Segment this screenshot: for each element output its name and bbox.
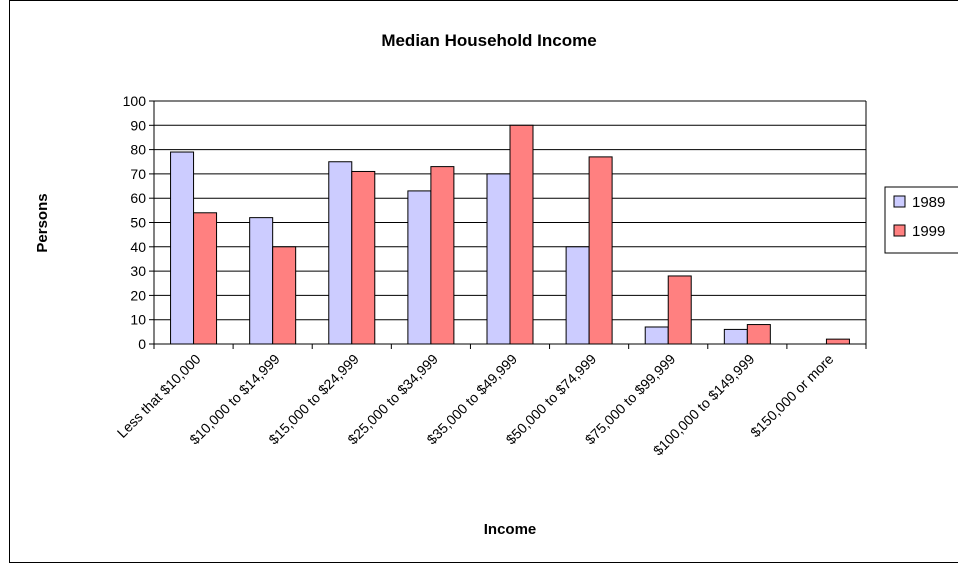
x-tick-labels: Less that $10,000$10,000 to $14,999$15,0… bbox=[114, 351, 837, 459]
bar-1999 bbox=[746, 324, 771, 345]
bar-1989 bbox=[328, 161, 353, 345]
y-tick-label: 60 bbox=[130, 190, 146, 206]
bar-1999 bbox=[667, 275, 692, 345]
y-tick-label: 100 bbox=[123, 93, 147, 109]
y-tick-label: 0 bbox=[138, 336, 146, 352]
bar-1989 bbox=[170, 151, 195, 345]
bar-1999 bbox=[430, 166, 455, 345]
y-tick-label: 30 bbox=[130, 263, 146, 279]
legend-label-1989: 1989 bbox=[912, 194, 945, 211]
bar-1999 bbox=[588, 156, 613, 345]
bar-1989 bbox=[723, 328, 748, 345]
bar-1989 bbox=[486, 173, 511, 345]
y-tick-label: 20 bbox=[130, 287, 146, 303]
y-tick-labels: 0 10 20 30 40 50 60 70 80 90 100 bbox=[123, 93, 147, 352]
bar-1999 bbox=[193, 212, 218, 345]
bar-1999 bbox=[272, 246, 297, 345]
chart-frame bbox=[9, 0, 958, 563]
bar-1989 bbox=[644, 326, 669, 345]
legend-swatch-1999 bbox=[893, 224, 906, 237]
bar-1999 bbox=[351, 170, 376, 345]
bar-1989 bbox=[565, 246, 590, 345]
bar-1999 bbox=[509, 124, 534, 345]
x-tick-label: Less that $10,000 bbox=[114, 351, 204, 441]
chart-title: Median Household Income bbox=[381, 31, 596, 50]
y-tick-label: 50 bbox=[130, 215, 146, 231]
x-axis-title: Income bbox=[484, 521, 537, 538]
axes bbox=[149, 100, 867, 349]
y-tick-label: 70 bbox=[130, 166, 146, 182]
bar-1989 bbox=[407, 190, 432, 345]
y-axis-title: Persons bbox=[34, 193, 51, 252]
bars-group bbox=[170, 124, 850, 345]
legend: 1989 1999 bbox=[884, 186, 958, 254]
y-tick-label: 90 bbox=[130, 117, 146, 133]
bar-1989 bbox=[249, 217, 274, 345]
legend-swatch-1989 bbox=[893, 195, 906, 208]
y-tick-label: 40 bbox=[130, 239, 146, 255]
legend-label-1999: 1999 bbox=[912, 223, 945, 240]
x-tick-label: $150,000 or more bbox=[747, 351, 837, 441]
y-tick-label: 80 bbox=[130, 142, 146, 158]
y-tick-label: 10 bbox=[130, 312, 146, 328]
bar-1999 bbox=[825, 338, 850, 345]
